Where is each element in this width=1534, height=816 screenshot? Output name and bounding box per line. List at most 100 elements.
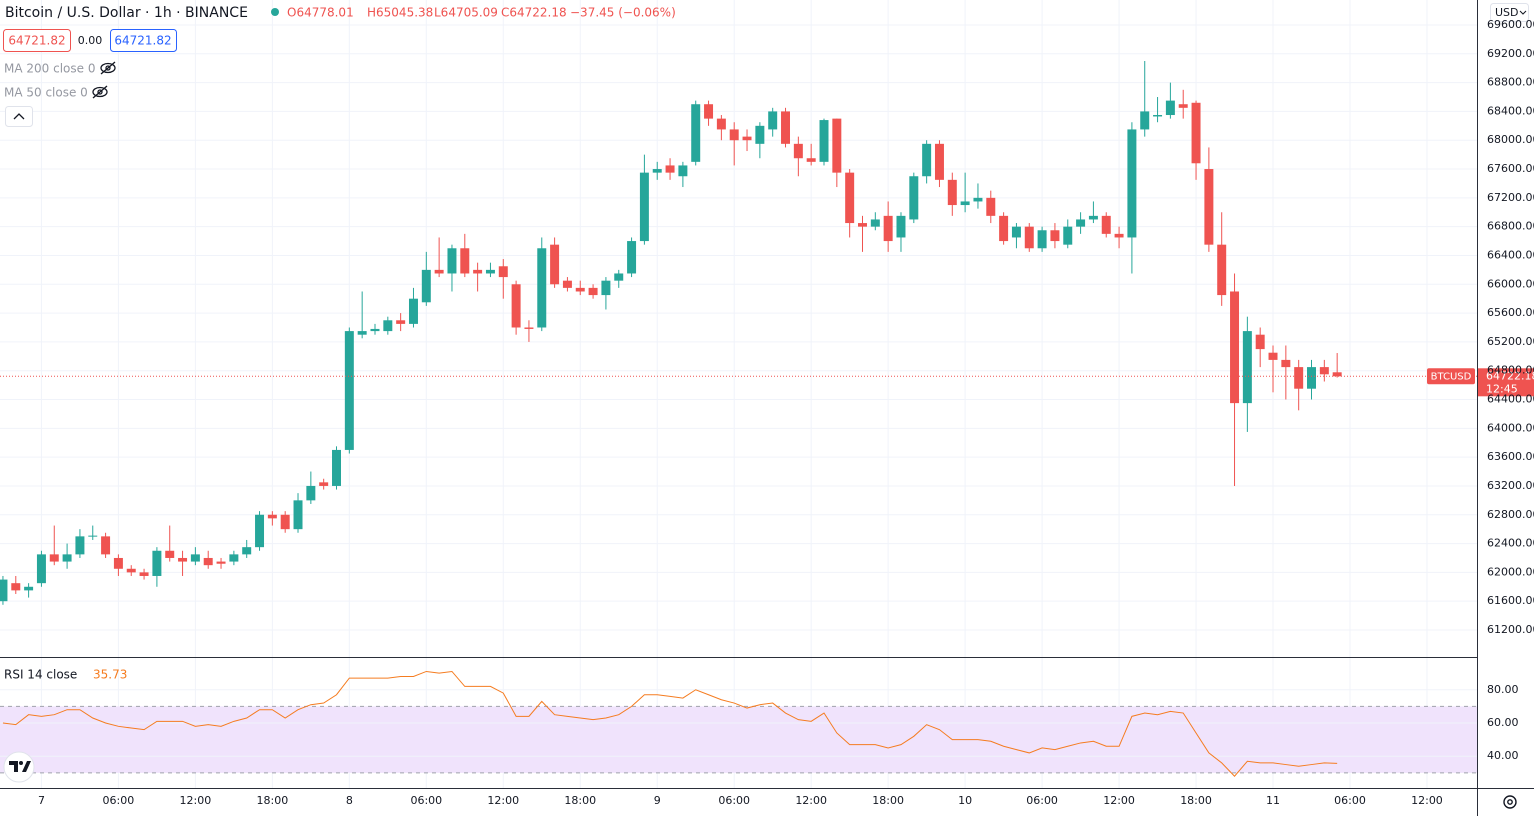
candle-body bbox=[575, 287, 585, 292]
y-tick-label: 61600.00 bbox=[1487, 594, 1534, 607]
y-tick-label: 62800.00 bbox=[1487, 508, 1534, 521]
candle-body bbox=[588, 287, 598, 296]
candle-body bbox=[75, 536, 85, 555]
y-tick-label: 69200.00 bbox=[1487, 47, 1534, 60]
candle-body bbox=[819, 120, 829, 162]
candle-body bbox=[447, 248, 457, 274]
candle-body bbox=[36, 554, 46, 584]
candle-body bbox=[498, 266, 508, 278]
hide-icon[interactable] bbox=[100, 61, 116, 75]
candle-body bbox=[781, 111, 791, 144]
candle-body bbox=[1230, 291, 1240, 404]
y-tick-label: 68400.00 bbox=[1487, 104, 1534, 117]
candle-body bbox=[550, 244, 560, 285]
y-tick-label: 40.00 bbox=[1487, 749, 1519, 762]
candle-body bbox=[909, 176, 919, 220]
x-tick-label: 11 bbox=[1266, 794, 1280, 807]
sell-button[interactable] bbox=[3, 29, 71, 52]
y-tick-label: 66000.00 bbox=[1487, 277, 1534, 290]
x-tick-label: 8 bbox=[346, 794, 353, 807]
candle-body bbox=[870, 219, 880, 227]
candle-body bbox=[947, 179, 957, 206]
candle-body bbox=[203, 557, 213, 566]
symbol-title: Bitcoin / U.S. Dollar · 1h · BINANCE bbox=[5, 5, 248, 21]
candle-body bbox=[793, 143, 803, 159]
candle-body bbox=[1050, 230, 1060, 242]
candle-body bbox=[1127, 129, 1137, 238]
candle-body bbox=[49, 554, 59, 562]
candle-body bbox=[524, 327, 534, 329]
market-status[interactable] bbox=[271, 8, 279, 16]
candle-body bbox=[858, 223, 867, 227]
currency-label[interactable]: USD bbox=[1495, 6, 1519, 19]
candle-body bbox=[1165, 100, 1175, 116]
candle-body bbox=[408, 298, 418, 324]
candle-body bbox=[24, 586, 34, 591]
y-tick-label: 64800.00 bbox=[1487, 364, 1534, 377]
candle-body bbox=[332, 449, 341, 486]
candle-body bbox=[1332, 372, 1342, 377]
currency-button[interactable] bbox=[1490, 3, 1529, 22]
indicator-legend[interactable]: MA 200 close 0 bbox=[4, 62, 95, 76]
x-tick-label: 06:00 bbox=[1026, 794, 1058, 807]
candle-body bbox=[357, 331, 367, 335]
candle-body bbox=[1114, 233, 1124, 238]
indicator-legend[interactable]: MA 50 close 0 bbox=[4, 86, 88, 100]
y-tick-label: 65600.00 bbox=[1487, 306, 1534, 319]
y-tick-label: 69600.00 bbox=[1487, 18, 1534, 31]
x-tick-label: 06:00 bbox=[718, 794, 750, 807]
candle-body bbox=[665, 165, 675, 173]
y-tick-label: 62400.00 bbox=[1487, 537, 1534, 550]
x-tick-label: 18:00 bbox=[872, 794, 904, 807]
settings-icon[interactable] bbox=[1503, 795, 1517, 809]
candle-body bbox=[742, 136, 752, 141]
x-tick-label: 12:00 bbox=[1103, 794, 1135, 807]
candle-body bbox=[139, 572, 149, 576]
buy-button[interactable] bbox=[110, 29, 177, 52]
candle-body bbox=[1178, 104, 1188, 108]
symbol-tag-label: BTCUSD bbox=[1431, 371, 1472, 382]
candle-body bbox=[306, 485, 316, 501]
hide-icon[interactable] bbox=[92, 85, 108, 99]
candle-body bbox=[229, 554, 239, 562]
indicator-value: 35.73 bbox=[93, 668, 127, 682]
countdown-label: 12:45 bbox=[1486, 382, 1518, 395]
collapse-button[interactable] bbox=[5, 106, 33, 127]
candle-body bbox=[1101, 215, 1111, 234]
candle-body bbox=[845, 172, 855, 224]
x-tick-label: 12:00 bbox=[1411, 794, 1443, 807]
candle-body bbox=[396, 320, 406, 324]
x-tick-label: 06:00 bbox=[410, 794, 442, 807]
y-tick-label: 66400.00 bbox=[1487, 248, 1534, 261]
y-tick-label: 63600.00 bbox=[1487, 450, 1534, 463]
candle-body bbox=[113, 557, 123, 569]
y-tick-label: 60.00 bbox=[1487, 716, 1519, 729]
candle-body bbox=[768, 111, 778, 130]
candle-body bbox=[896, 215, 906, 238]
ohlc-high: H65045.38 bbox=[367, 6, 433, 20]
candle-body bbox=[101, 536, 111, 555]
x-tick-label: 10 bbox=[958, 794, 972, 807]
sell-price[interactable]: 64721.82 bbox=[8, 34, 65, 48]
candle-body bbox=[755, 125, 765, 144]
candle-body bbox=[152, 550, 162, 576]
symbol-tag bbox=[1427, 368, 1475, 385]
x-tick-label: 12:00 bbox=[487, 794, 519, 807]
candle-body bbox=[1281, 359, 1291, 368]
buy-price[interactable]: 64721.82 bbox=[114, 34, 171, 48]
x-tick-label: 06:00 bbox=[103, 794, 135, 807]
candle-body bbox=[267, 514, 277, 519]
candle-body bbox=[1319, 367, 1329, 375]
y-tick-label: 62000.00 bbox=[1487, 565, 1534, 578]
candle-body bbox=[1153, 115, 1163, 117]
candle-body bbox=[1088, 215, 1098, 220]
candle-body bbox=[973, 197, 983, 202]
y-tick-label: 61200.00 bbox=[1487, 623, 1534, 636]
x-tick-label: 18:00 bbox=[564, 794, 596, 807]
tradingview-logo[interactable] bbox=[3, 751, 35, 783]
ohlc-change: −37.45 (−0.06%) bbox=[570, 6, 676, 20]
candle-body bbox=[1024, 226, 1034, 249]
y-tick-label: 65200.00 bbox=[1487, 335, 1534, 348]
